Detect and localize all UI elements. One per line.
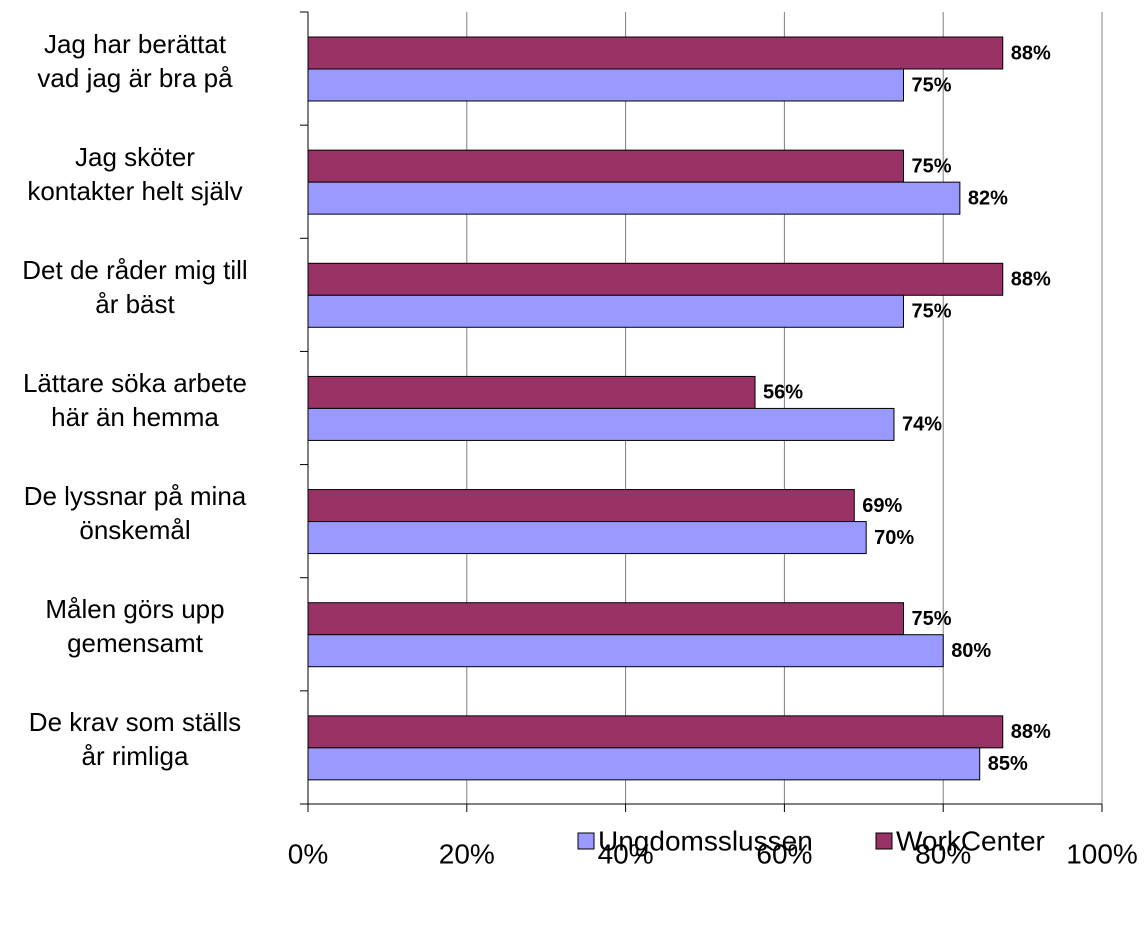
category-label: De lyssnar på mina önskemål bbox=[23, 481, 247, 546]
value-label: 74% bbox=[902, 414, 942, 436]
category-label: Det de råder mig till år bäst bbox=[22, 254, 248, 319]
legend-swatch bbox=[577, 832, 595, 850]
bar bbox=[307, 407, 895, 441]
value-label: 70% bbox=[874, 527, 914, 549]
x-tick-label: 20% bbox=[439, 838, 495, 869]
legend-swatch bbox=[875, 832, 893, 850]
category-label: Jag har berättat vad jag är bra på bbox=[37, 28, 233, 93]
value-label: 88% bbox=[1011, 269, 1051, 291]
value-label: 88% bbox=[1011, 42, 1051, 64]
legend-label: WorkCenter bbox=[896, 825, 1045, 856]
bar bbox=[307, 181, 961, 215]
value-label: 69% bbox=[862, 495, 902, 517]
value-label: 75% bbox=[912, 155, 952, 177]
category-label: De krav som ställs år rimliga bbox=[28, 707, 242, 772]
value-label: 82% bbox=[968, 187, 1008, 209]
category-label: Målen görs upp gemensamt bbox=[45, 594, 225, 659]
bar bbox=[307, 294, 904, 328]
bar bbox=[307, 36, 1004, 70]
bar bbox=[307, 634, 944, 668]
value-label: 75% bbox=[912, 74, 952, 96]
x-tick-label: 40% bbox=[598, 838, 654, 869]
value-label: 80% bbox=[951, 640, 991, 662]
value-label: 75% bbox=[912, 608, 952, 630]
value-label: 75% bbox=[912, 301, 952, 323]
bar bbox=[307, 715, 1004, 749]
legend-label: Ungdomsslussen bbox=[598, 825, 813, 856]
value-label: 56% bbox=[763, 382, 803, 404]
bar bbox=[307, 602, 904, 636]
value-label: 85% bbox=[988, 753, 1028, 775]
category-label: Lättare söka arbete här än hemma bbox=[22, 368, 248, 432]
bar bbox=[307, 489, 855, 523]
bar bbox=[307, 262, 1004, 296]
bar bbox=[307, 149, 904, 183]
x-tick-label: 80% bbox=[915, 838, 971, 869]
category-label: Jag sköter kontakter helt själv bbox=[27, 141, 243, 206]
bar bbox=[307, 375, 756, 409]
bar bbox=[307, 68, 904, 102]
x-tick-label: 0% bbox=[288, 838, 328, 869]
value-label: 88% bbox=[1011, 721, 1051, 743]
bar bbox=[307, 747, 981, 781]
bar bbox=[307, 521, 867, 555]
x-tick-label: 60% bbox=[756, 838, 812, 869]
x-tick-label: 100% bbox=[1066, 838, 1138, 869]
